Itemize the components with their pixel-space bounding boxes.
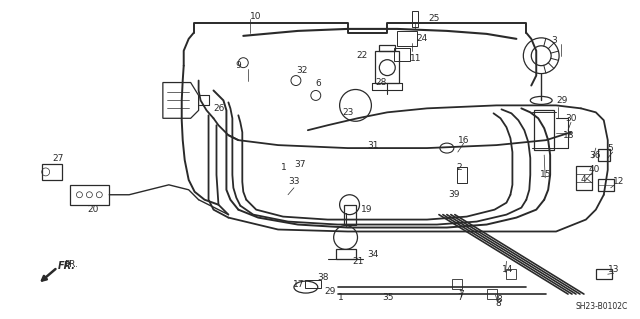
Text: 3: 3	[551, 36, 557, 45]
Text: 8: 8	[495, 300, 501, 308]
Text: 36: 36	[589, 151, 600, 160]
Text: 18: 18	[563, 131, 575, 140]
Text: 37: 37	[294, 160, 305, 169]
Text: 15: 15	[540, 170, 552, 179]
Text: 23: 23	[342, 108, 354, 117]
Text: 2: 2	[457, 163, 463, 173]
Text: 7: 7	[457, 293, 463, 301]
Text: 34: 34	[367, 250, 379, 259]
Text: 24: 24	[416, 34, 428, 43]
Text: FR.: FR.	[58, 261, 76, 271]
Text: 26: 26	[214, 104, 225, 113]
Text: 22: 22	[356, 51, 368, 60]
Text: 5: 5	[608, 144, 614, 152]
Text: 14: 14	[502, 265, 513, 274]
Text: 38: 38	[317, 273, 328, 282]
Text: 6: 6	[316, 79, 321, 88]
Text: 29: 29	[324, 286, 336, 296]
Text: 4: 4	[581, 175, 586, 184]
Text: 16: 16	[458, 136, 469, 145]
Text: 12: 12	[612, 177, 624, 186]
Text: 13: 13	[608, 265, 620, 274]
Text: 28: 28	[376, 78, 387, 87]
Text: 27: 27	[52, 153, 64, 162]
Text: 30: 30	[565, 114, 577, 123]
Text: 31: 31	[367, 141, 379, 150]
Text: 8: 8	[497, 294, 502, 303]
Text: 35: 35	[382, 293, 394, 301]
Text: 29: 29	[556, 96, 568, 105]
Text: 17: 17	[293, 280, 305, 289]
Text: FR.: FR.	[65, 260, 79, 269]
Text: 32: 32	[296, 66, 307, 75]
Text: 21: 21	[353, 257, 364, 266]
Text: 9: 9	[236, 61, 241, 70]
Text: 7: 7	[458, 290, 463, 299]
Text: 19: 19	[360, 205, 372, 214]
Text: 25: 25	[428, 14, 440, 24]
Text: 39: 39	[448, 190, 460, 199]
Text: 1: 1	[281, 163, 287, 173]
Text: 1: 1	[338, 293, 344, 301]
Text: 33: 33	[288, 177, 300, 186]
Text: SH23-B0102C: SH23-B0102C	[576, 302, 628, 311]
Text: 11: 11	[410, 54, 422, 63]
Text: 20: 20	[88, 205, 99, 214]
Text: 10: 10	[250, 11, 262, 20]
Text: 40: 40	[589, 166, 600, 174]
